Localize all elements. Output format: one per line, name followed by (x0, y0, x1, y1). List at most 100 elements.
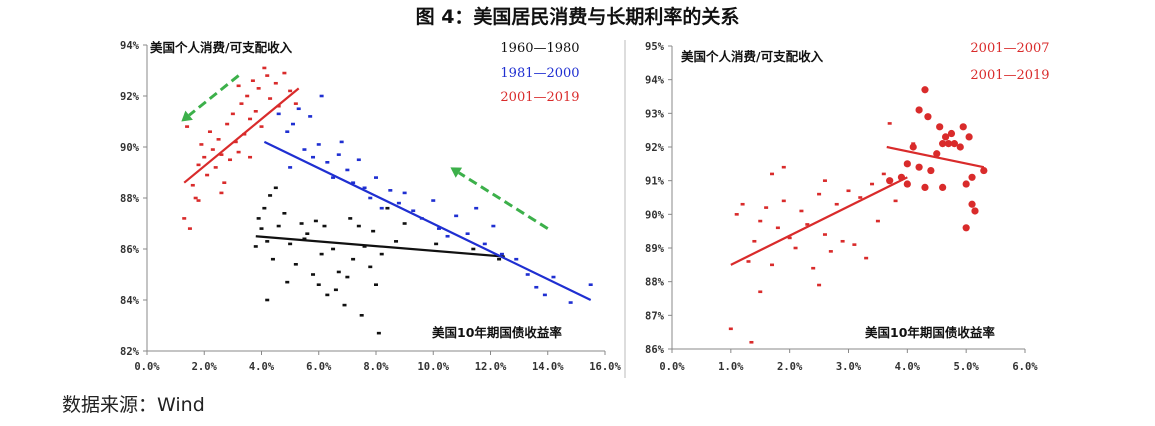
data-point (924, 113, 932, 121)
left-legend-1981: 1981—2000 (500, 66, 579, 81)
x-tick-label: 6.0% (306, 361, 332, 373)
right-trendlines (730, 145, 985, 266)
data-point (870, 182, 875, 186)
data-point (245, 94, 250, 98)
data-point (362, 186, 367, 190)
data-point (734, 213, 739, 216)
x-tick-label: 2.0% (192, 361, 218, 373)
trend-arrow (188, 74, 240, 117)
y-tick-label: 93% (645, 108, 665, 120)
data-point (302, 148, 307, 151)
data-point (436, 227, 441, 230)
data-point (968, 173, 976, 181)
y-tick-label: 90% (120, 142, 140, 154)
data-point (474, 206, 479, 210)
data-point (903, 160, 911, 168)
y-tick-label: 82% (120, 346, 140, 358)
data-point (288, 242, 293, 246)
left-xlabel: 美国10年期国债收益率 (432, 325, 562, 340)
data-point (190, 183, 195, 187)
data-point (236, 84, 241, 88)
data-point (921, 86, 929, 94)
chart-right: 86% 87% 88% 89% 90% 91% 92% 93% 94% 95% 0.0% 1.0% 2… (645, 41, 1050, 373)
data-point (770, 172, 775, 176)
data-point (968, 200, 976, 208)
data-point (971, 207, 979, 215)
data-point (308, 115, 313, 118)
data-point (740, 202, 745, 206)
data-point (256, 87, 261, 90)
data-point (775, 226, 780, 230)
data-point (959, 123, 967, 131)
data-point (858, 196, 863, 199)
data-point (259, 125, 264, 128)
data-point (253, 245, 258, 248)
data-point (273, 186, 278, 190)
data-point (465, 232, 470, 235)
x-tick-label: 4.0% (249, 361, 275, 373)
data-point (265, 74, 270, 77)
trendline (255, 235, 505, 258)
data-point (402, 191, 407, 195)
data-point (542, 293, 547, 297)
data-point (288, 166, 293, 169)
data-point (371, 229, 376, 233)
trendline (263, 140, 592, 301)
trend-arrow (458, 171, 549, 230)
data-point (388, 189, 393, 192)
data-point (944, 140, 953, 148)
data-point (368, 196, 373, 200)
data-point (290, 122, 295, 126)
data-point (956, 143, 964, 151)
data-point (207, 130, 212, 133)
data-point (909, 143, 917, 151)
data-point (322, 224, 327, 228)
figure-title: 图 4：美国居民消费与长期利率的关系 (415, 6, 740, 28)
data-point (811, 266, 816, 270)
data-point (333, 288, 338, 292)
data-point (193, 196, 198, 200)
data-point (316, 283, 321, 286)
data-point (499, 252, 504, 256)
data-point (962, 180, 970, 188)
data-point (345, 275, 350, 279)
data-point (402, 222, 407, 225)
left-legend-2001: 2001—2019 (500, 90, 579, 105)
data-point (196, 199, 201, 202)
data-point (262, 206, 267, 210)
y-tick-label: 87% (645, 310, 665, 322)
x-tick-label: 6.0% (1012, 361, 1038, 373)
data-point (230, 112, 235, 116)
data-point (915, 106, 923, 114)
data-point (222, 181, 227, 184)
data-point (296, 107, 301, 111)
y-tick-label: 92% (645, 142, 665, 154)
data-point (379, 252, 384, 256)
data-point (947, 129, 956, 138)
data-point (939, 140, 947, 148)
data-point (471, 247, 476, 251)
data-point (933, 150, 941, 158)
x-tick-label: 0.0% (134, 361, 160, 373)
data-point (210, 148, 215, 151)
data-point (199, 143, 204, 146)
data-point (749, 340, 754, 344)
right-points (728, 86, 988, 344)
data-point (887, 122, 892, 125)
data-point (265, 298, 270, 302)
y-tick-label: 88% (120, 193, 140, 205)
data-point (915, 163, 923, 171)
x-tick-label: 1.0% (718, 361, 744, 373)
left-legend-1960: 1960—1980 (500, 41, 579, 56)
data-point (728, 327, 733, 331)
data-point (331, 176, 336, 179)
data-point (568, 301, 573, 304)
data-point (834, 202, 839, 206)
data-point (588, 283, 593, 286)
data-point (454, 214, 459, 218)
data-point (939, 183, 947, 191)
data-point (411, 209, 416, 213)
y-tick-label: 86% (645, 344, 665, 356)
data-point (276, 224, 281, 228)
data-point (376, 331, 381, 335)
